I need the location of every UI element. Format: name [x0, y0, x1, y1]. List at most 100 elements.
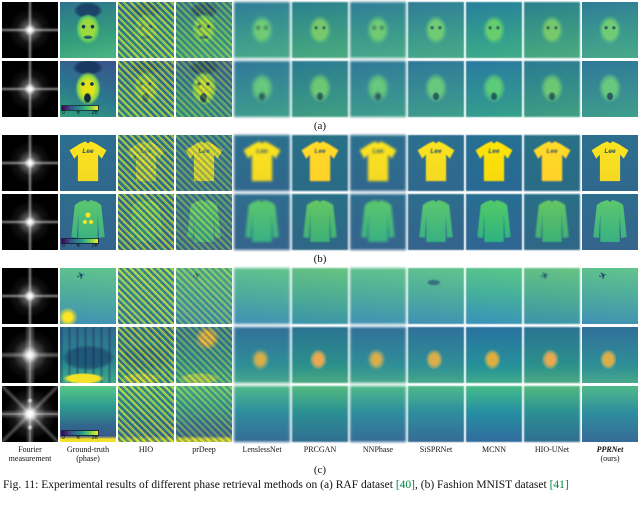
- image-a2-prdeep: [176, 61, 232, 117]
- image-a2-nnphase: [350, 61, 406, 117]
- lee-logo-text: Lee: [604, 148, 616, 156]
- image-b1-prdeep: Lee: [176, 135, 232, 191]
- citation-link-40[interactable]: [40]: [395, 478, 415, 491]
- image-c2-fourier: [2, 327, 58, 383]
- image-b2-ground-truth: 0 π 2π: [60, 194, 116, 250]
- colorbar-ticks: 0 π 2π: [62, 110, 98, 116]
- image-a1-sisprnet: [408, 2, 464, 58]
- image-c3-nnphase: [350, 386, 406, 442]
- image-c2-prcgan: [292, 327, 348, 383]
- colorbar-tick-pi: π: [76, 243, 80, 249]
- image-a2-mcnn: [466, 61, 522, 117]
- image-c1-sisprnet: [408, 268, 464, 324]
- colorbar-gradient: [61, 105, 99, 111]
- image-a1-prcgan: [292, 2, 348, 58]
- image-a2-fourier: [2, 61, 58, 117]
- image-row-b1: Lee Lee Lee Lee Lee Lee Lee Lee Lee Lee: [0, 135, 640, 191]
- image-row-c1: ✈ ✈ ✈ ✈: [0, 268, 640, 324]
- colorbar-tick-2pi: 2π: [91, 435, 98, 441]
- image-c3-ground-truth: 0 π 2π: [60, 386, 116, 442]
- colorbar-tick-pi: π: [76, 110, 80, 116]
- sublabel-b: (b): [313, 253, 327, 265]
- image-b1-sisprnet: Lee: [408, 135, 464, 191]
- image-a1-fourier: [2, 2, 58, 58]
- colorbar: 0 π 2π: [61, 430, 99, 441]
- image-b2-hio: [118, 194, 174, 250]
- image-a1-hio: [118, 2, 174, 58]
- colorbar-tick-2pi: 2π: [91, 110, 98, 116]
- image-c3-hiounet: [524, 386, 580, 442]
- image-b2-sisprnet: [408, 194, 464, 250]
- image-row-a1: [0, 2, 640, 58]
- image-b2-fourier: [2, 194, 58, 250]
- colorbar-ticks: 0 π 2π: [62, 243, 98, 249]
- image-a2-ground-truth: 0 π 2π: [60, 61, 116, 117]
- image-a1-mcnn: [466, 2, 522, 58]
- airplane-shape: ✈: [597, 270, 609, 284]
- image-a1-prdeep: [176, 2, 232, 58]
- image-row-a2: 0 π 2π: [0, 61, 640, 117]
- airplane-shape: ✈: [539, 270, 551, 284]
- image-c1-prdeep: ✈: [176, 268, 232, 324]
- image-c2-hiounet: [524, 327, 580, 383]
- image-c3-prdeep: [176, 386, 232, 442]
- column-label-hiounet: HIO-UNet: [534, 445, 570, 454]
- image-b2-pprnet: [582, 194, 638, 250]
- pprnet-ours-suffix: (ours): [600, 453, 620, 463]
- image-c3-sisprnet: [408, 386, 464, 442]
- column-label-prcgan: PRCGAN: [303, 445, 337, 454]
- image-b1-mcnn: Lee: [466, 135, 522, 191]
- colorbar-tick-2pi: 2π: [91, 243, 98, 249]
- image-a1-nnphase: [350, 2, 406, 58]
- image-c1-hio: [118, 268, 174, 324]
- image-c1-fourier: [2, 268, 58, 324]
- lee-logo-text: Lee: [256, 148, 268, 156]
- image-b1-fourier: [2, 135, 58, 191]
- image-b1-nnphase: Lee: [350, 135, 406, 191]
- image-a1-hiounet: [524, 2, 580, 58]
- image-row-c3: 0 π 2π: [0, 386, 640, 442]
- image-c2-ground-truth: [60, 327, 116, 383]
- image-b2-hiounet: [524, 194, 580, 250]
- lee-logo-text: Lee: [546, 148, 558, 156]
- pprnet-name: PPRNet: [596, 445, 624, 454]
- figure: 0 π 2π (a) Lee Lee Lee Lee Lee Lee Lee L…: [0, 0, 640, 492]
- image-c1-lenslessnet: [234, 268, 290, 324]
- lee-logo-text: Lee: [314, 148, 326, 156]
- lee-logo-text: Lee: [488, 148, 500, 156]
- image-row-c2: [0, 327, 640, 383]
- image-b1-lenslessnet: Lee: [234, 135, 290, 191]
- lee-logo-text: Lee: [198, 148, 210, 156]
- colorbar-gradient: [61, 430, 99, 436]
- image-a2-sisprnet: [408, 61, 464, 117]
- colorbar-tick-0: 0: [62, 243, 65, 249]
- image-a1-ground-truth: [60, 2, 116, 58]
- image-c1-pprnet: ✈: [582, 268, 638, 324]
- colorbar-ticks: 0 π 2π: [62, 435, 98, 441]
- sublabel-a: (a): [313, 120, 327, 132]
- airplane-shape: ✈: [75, 270, 87, 284]
- citation-link-41[interactable]: [41]: [549, 478, 569, 491]
- image-c1-nnphase: [350, 268, 406, 324]
- colorbar-gradient: [61, 238, 99, 244]
- image-a1-lenslessnet: [234, 2, 290, 58]
- column-labels-row: Fourier measurement Ground-truth (phase)…: [0, 445, 640, 464]
- image-c3-fourier: [2, 386, 58, 442]
- image-c3-hio: [118, 386, 174, 442]
- image-c1-hiounet: ✈: [524, 268, 580, 324]
- image-c2-nnphase: [350, 327, 406, 383]
- image-b2-prdeep: [176, 194, 232, 250]
- column-label-nnphase: NNPhase: [362, 445, 394, 454]
- colorbar-tick-pi: π: [76, 435, 80, 441]
- image-a1-pprnet: [582, 2, 638, 58]
- colorbar: 0 π 2π: [61, 238, 99, 249]
- column-label-hio: HIO: [138, 445, 154, 454]
- image-a2-hio: [118, 61, 174, 117]
- column-label-lenslessnet: LenslessNet: [242, 445, 282, 454]
- lee-logo-text: Lee: [140, 148, 152, 156]
- image-c2-pprnet: [582, 327, 638, 383]
- lee-logo-text: Lee: [430, 148, 442, 156]
- image-b1-hio: Lee: [118, 135, 174, 191]
- sublabel-c: (c): [313, 463, 327, 476]
- caption-text: , (b) Fashion MNIST dataset: [415, 478, 550, 491]
